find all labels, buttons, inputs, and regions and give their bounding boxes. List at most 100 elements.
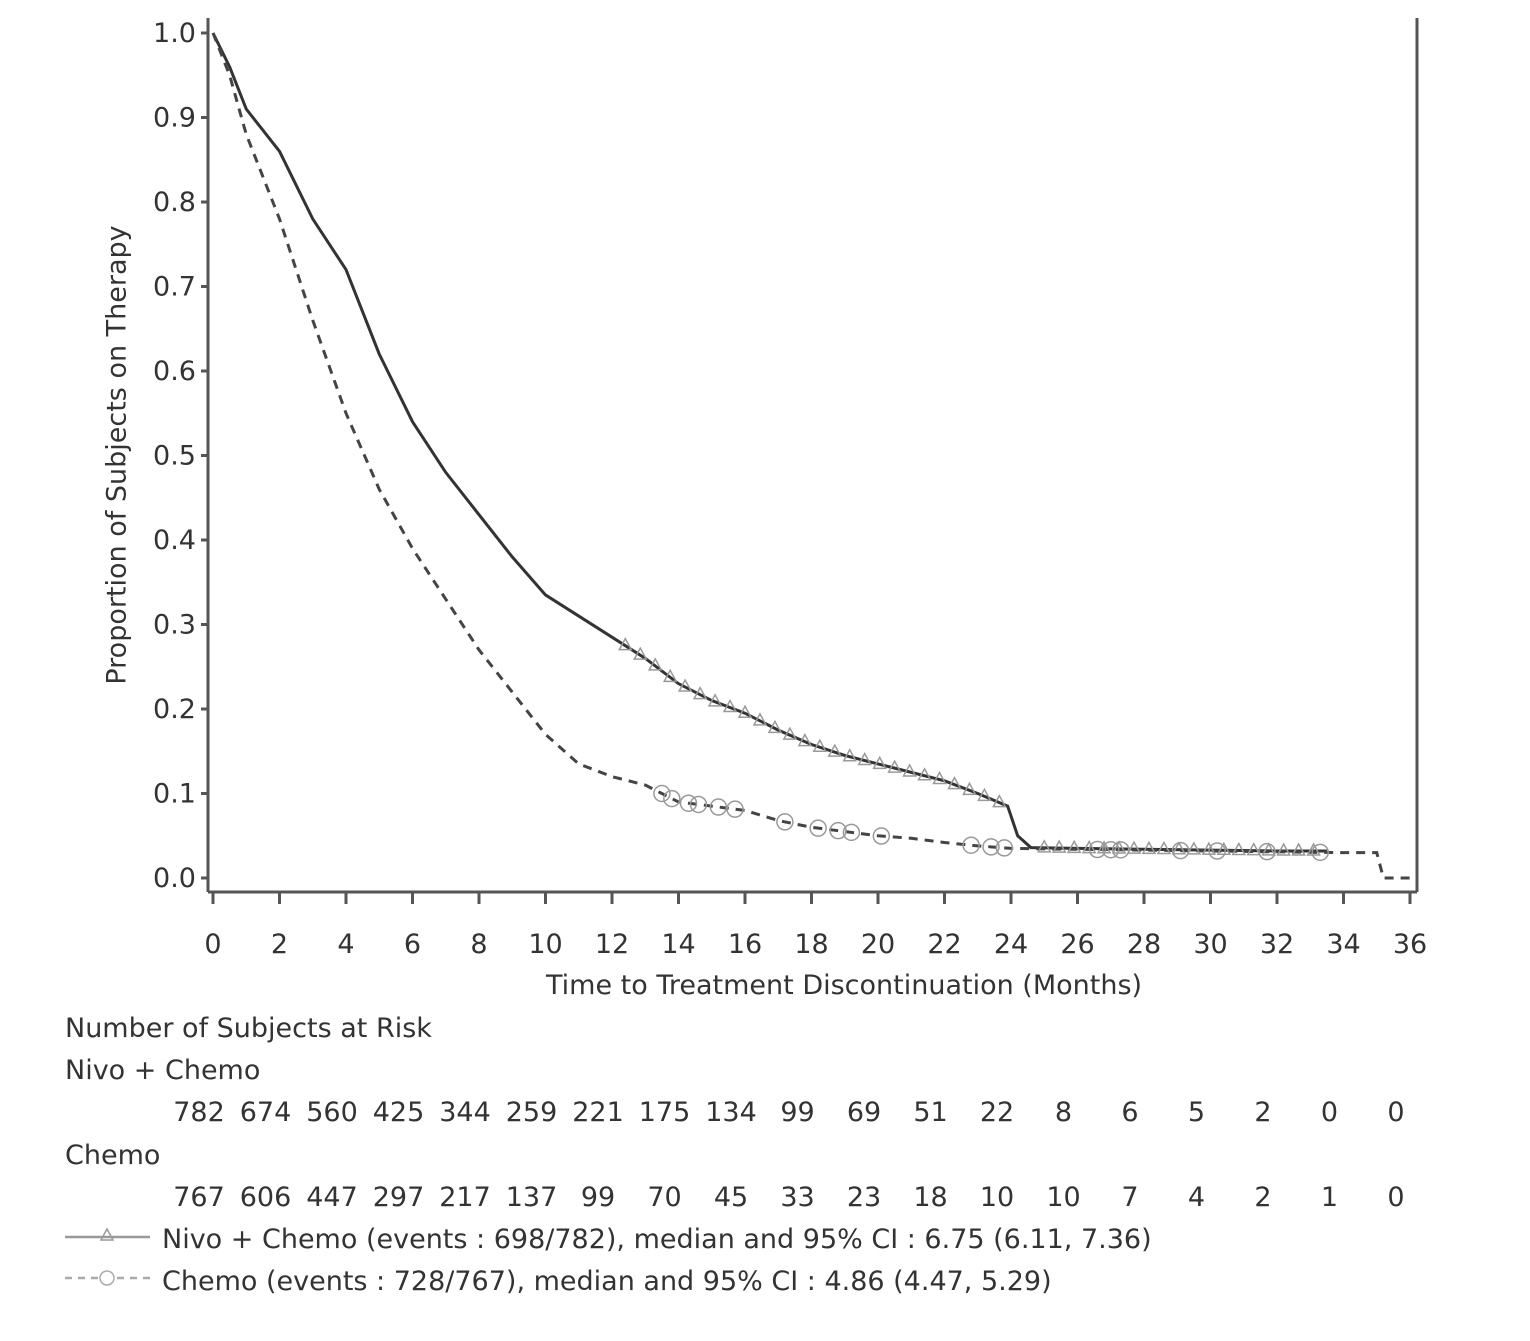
risk-count: 99 <box>780 1097 815 1128</box>
risk-count: 10 <box>1046 1182 1081 1213</box>
censor-circle-icon <box>872 827 891 845</box>
risk-count: 23 <box>846 1182 882 1213</box>
censor-triangle-icon <box>812 738 828 752</box>
x-tick-label: 8 <box>470 929 487 960</box>
risk-row-label-nivo: Nivo + Chemo <box>65 1055 261 1086</box>
y-tick-label: 0.3 <box>153 610 196 641</box>
risk-count: 259 <box>505 1097 558 1128</box>
risk-count: 99 <box>580 1182 616 1213</box>
x-tick-label: 24 <box>994 929 1028 960</box>
y-tick-label: 0.6 <box>153 356 196 387</box>
risk-count: 0 <box>1387 1097 1405 1128</box>
risk-count: 134 <box>705 1097 757 1128</box>
x-tick-label: 30 <box>1193 929 1227 960</box>
risk-count: 5 <box>1187 1097 1206 1128</box>
x-tick-label: 36 <box>1393 929 1427 960</box>
survival-curves <box>211 32 1410 880</box>
censor-triangle-icon <box>1246 842 1261 856</box>
risk-table-title: Number of Subjects at Risk <box>65 1013 432 1044</box>
censor-triangle-icon <box>932 770 947 785</box>
y-tick-label: 0.9 <box>153 103 196 134</box>
censor-triangle-icon <box>647 657 663 671</box>
risk-count: 51 <box>913 1097 948 1128</box>
risk-row-nivo: 782 674 560 425 344 259 221 175 134 99 69 51 22 8 6 5 2 0… <box>0 1097 1530 1131</box>
risk-row-chemo: 767 606 447 297 217 137 99 70 45 33 23 18 10 10 7 4 2 1 0 <box>0 1182 1530 1216</box>
censor-triangle-icon <box>842 748 858 762</box>
censor-triangle-icon <box>917 767 932 781</box>
x-tick-label: 34 <box>1326 929 1360 960</box>
censor-triangle-icon <box>1201 841 1217 855</box>
censor-circle-icon <box>709 798 728 816</box>
censor-triangle-icon <box>1081 840 1097 854</box>
censor-circle-icon <box>829 821 847 840</box>
y-tick-label: 0.4 <box>153 525 196 556</box>
censor-triangle-icon <box>887 759 902 773</box>
x-tick-label: 20 <box>861 929 895 960</box>
x-tick-label: 28 <box>1127 929 1161 960</box>
x-tick-label: 10 <box>528 929 562 960</box>
risk-count: 425 <box>372 1097 425 1128</box>
censor-triangle-icon <box>872 755 887 770</box>
x-tick-label: 14 <box>661 929 695 960</box>
censor-triangle-icon <box>797 733 813 747</box>
risk-count: 22 <box>979 1097 1015 1128</box>
risk-count: 1 <box>1320 1182 1339 1213</box>
risk-count: 175 <box>638 1097 691 1128</box>
censor-triangle-icon <box>737 704 753 718</box>
risk-count: 7 <box>1121 1182 1139 1213</box>
censor-triangle-icon <box>902 763 917 777</box>
y-tick-label: 0.8 <box>153 187 196 218</box>
risk-count: 344 <box>439 1097 491 1128</box>
x-tick-label: 22 <box>927 929 961 960</box>
censor-triangle-icon <box>1186 841 1202 855</box>
y-tick-label: 1.0 <box>153 18 196 49</box>
censor-circle-icon <box>689 795 708 814</box>
risk-count: 2 <box>1254 1182 1272 1213</box>
censor-triangle-icon <box>722 698 738 713</box>
risk-count: 221 <box>572 1097 624 1128</box>
y-tick-label: 0.7 <box>153 272 196 303</box>
censor-circle-icon <box>726 800 744 818</box>
curve-nivo-chemo <box>211 32 1327 853</box>
censor-circle-icon <box>809 819 827 837</box>
censor-triangle-icon <box>1126 840 1142 854</box>
y-tick-label: 0.2 <box>153 694 196 725</box>
censor-markers <box>618 637 1329 862</box>
censor-triangle-icon <box>1276 842 1291 856</box>
censor-circle-icon <box>1171 841 1190 860</box>
y-tick-label: 0.0 <box>153 863 196 894</box>
censor-triangle-icon <box>992 794 1007 808</box>
risk-count: 6 <box>1121 1097 1139 1128</box>
risk-count: 45 <box>713 1182 749 1213</box>
x-tick-label: 4 <box>337 929 354 960</box>
risk-count: 0 <box>1320 1097 1339 1128</box>
legend-entry-nivo: Nivo + Chemo (events : 698/782), median … <box>162 1224 1152 1255</box>
censor-triangle-icon <box>752 712 768 726</box>
risk-count: 18 <box>913 1182 948 1213</box>
censor-triangle-icon <box>767 719 783 734</box>
risk-count: 0 <box>1387 1182 1405 1213</box>
censor-triangle-icon <box>977 787 992 802</box>
censor-triangle-icon <box>707 693 723 707</box>
risk-count: 137 <box>505 1182 558 1213</box>
censor-triangle-icon <box>947 776 962 790</box>
x-tick-label: 32 <box>1260 929 1294 960</box>
risk-row-label-chemo: Chemo <box>65 1140 161 1171</box>
censor-triangle-icon <box>1066 839 1082 854</box>
x-tick-label: 6 <box>404 929 421 960</box>
censor-circle-icon <box>1208 842 1226 860</box>
y-axis-label: Proportion of Subjects on Therapy <box>101 225 133 685</box>
censor-circle-icon <box>842 823 861 842</box>
censor-circle-icon <box>653 784 671 803</box>
legend-triangle-icon <box>99 1227 115 1241</box>
censor-triangle-icon <box>677 678 693 692</box>
censor-circle-icon <box>663 789 681 808</box>
risk-count: 606 <box>239 1182 292 1213</box>
censor-circle-icon <box>962 836 980 854</box>
censor-triangle-icon <box>1231 841 1247 856</box>
y-tick-label: 0.5 <box>153 441 196 472</box>
censor-circle-icon <box>1311 843 1329 862</box>
risk-count: 70 <box>647 1182 682 1213</box>
censor-triangle-icon <box>1306 842 1321 856</box>
